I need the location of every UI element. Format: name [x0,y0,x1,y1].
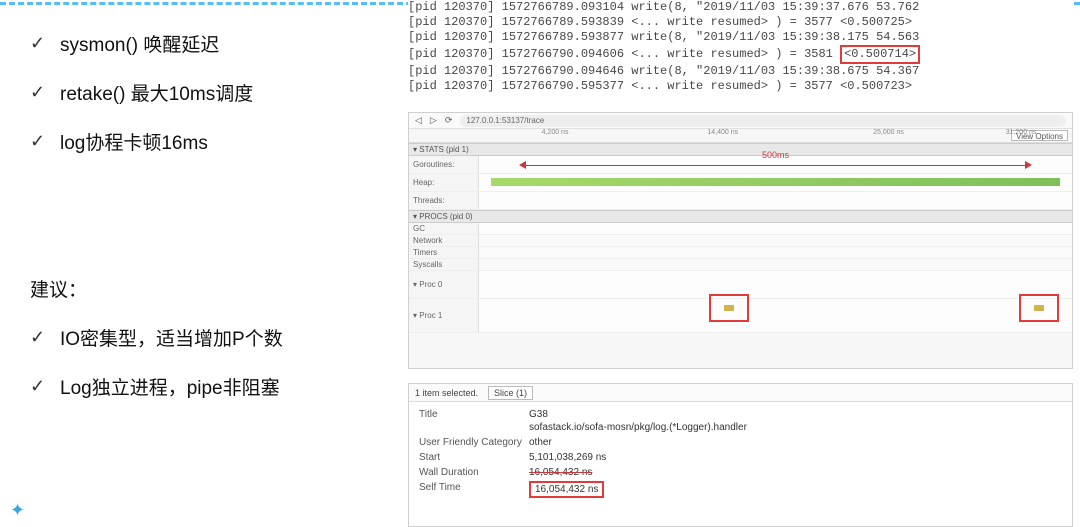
detail-key: Wall Duration [419,466,529,479]
strace-line: [pid 120370] 1572766790.094646 write(8, … [408,64,1073,79]
suggestion-text: Log独立进程，pipe非阻塞 [60,373,280,400]
ruler-tick: 4,200 ns [542,129,569,136]
bullet-item: ✓ sysmon() 唤醒延迟 [30,30,390,57]
check-icon: ✓ [30,33,50,54]
analysis-bullets: ✓ sysmon() 唤醒延迟 ✓ retake() 最大10ms调度 ✓ lo… [30,30,390,155]
trace-row-label: Threads: [409,192,479,209]
detail-value: G38sofastack.io/sofa-mosn/pkg/log.(*Logg… [529,408,747,434]
detail-selected-label: 1 item selected. [415,388,478,398]
suggestion-item: ✓ Log独立进程，pipe非阻塞 [30,373,390,400]
footer-logo-icon: ✦ [10,500,25,521]
strace-output-panel: [pid 120370] 1572766789.093104 write(8, … [408,0,1073,108]
detail-value: 16,054,432 ns [529,481,604,498]
trace-row-goroutines: Goroutines: 500ms [409,156,1072,174]
trace-row-label: Timers [409,247,479,258]
ruler-tick: 31,200 ns [1006,129,1037,136]
strace-highlight-box: <0.500714> [840,45,920,64]
trace-ruler: 4,200 ns 14,400 ns 25,000 ns 31,200 ns V… [409,129,1072,143]
trace-row-proc1: ▾ Proc 1 [409,299,1072,333]
address-bar[interactable]: 127.0.0.1:53137/trace [460,115,1066,127]
trace-detail-panel: 1 item selected. Slice (1) TitleG38sofas… [408,383,1073,527]
detail-key: Self Time [419,481,529,498]
detail-table: TitleG38sofastack.io/sofa-mosn/pkg/log.(… [409,402,1072,506]
detail-key: Start [419,451,529,464]
trace-toolbar: ◁ ▷ ⟳ 127.0.0.1:53137/trace [409,113,1072,129]
duration-arrow: 500ms [519,159,1032,171]
strace-line: [pid 120370] 1572766789.093104 write(8, … [408,0,1073,15]
nav-back-icon[interactable]: ◁ [415,115,422,126]
detail-key: Title [419,408,529,434]
trace-lane[interactable] [479,299,1072,332]
detail-value: 16,054,432 ns [529,466,592,479]
detail-key: User Friendly Category [419,436,529,449]
trace-lane[interactable] [479,192,1072,209]
detail-row: Start5,101,038,269 ns [419,451,1062,464]
strace-line: [pid 120370] 1572766790.094606 <... writ… [408,45,1073,64]
highlight-box-1 [709,294,749,322]
detail-value: other [529,436,552,449]
detail-row: Wall Duration16,054,432 ns [419,466,1062,479]
trace-row-label: Heap: [409,174,479,191]
bullet-text: log协程卡顿16ms [60,128,208,155]
trace-row-gc: GC [409,223,1072,235]
trace-row-syscalls: Syscalls [409,259,1072,271]
detail-header: 1 item selected. Slice (1) [409,384,1072,402]
detail-row: User Friendly Categoryother [419,436,1062,449]
ruler-tick: 14,400 ns [707,129,738,136]
trace-lane[interactable] [479,259,1072,270]
trace-row-threads: Threads: [409,192,1072,210]
strace-line: [pid 120370] 1572766789.593839 <... writ… [408,15,1073,30]
check-icon: ✓ [30,327,50,348]
go-trace-viewer: ◁ ▷ ⟳ 127.0.0.1:53137/trace 4,200 ns 14,… [408,112,1073,369]
bullet-text: retake() 最大10ms调度 [60,79,253,106]
bullet-item: ✓ log协程卡顿16ms [30,128,390,155]
suggestion-text: IO密集型，适当增加P个数 [60,324,283,351]
trace-lane[interactable] [479,223,1072,234]
check-icon: ✓ [30,376,50,397]
duration-arrow-label: 500ms [762,150,789,160]
highlight-box-2 [1019,294,1059,322]
strace-line: [pid 120370] 1572766790.595377 <... writ… [408,79,1073,94]
check-icon: ✓ [30,82,50,103]
bullet-item: ✓ retake() 最大10ms调度 [30,79,390,106]
check-icon: ✓ [30,131,50,152]
trace-row-label: ▾ Proc 0 [409,271,479,298]
ruler-tick: 25,000 ns [873,129,904,136]
detail-value: 5,101,038,269 ns [529,451,606,464]
strace-line: [pid 120370] 1572766789.593877 write(8, … [408,30,1073,45]
suggestion-bullets: ✓ IO密集型，适当增加P个数 ✓ Log独立进程，pipe非阻塞 [30,324,390,400]
trace-row-label: GC [409,223,479,234]
bullet-text: sysmon() 唤醒延迟 [60,30,219,57]
trace-section-stats[interactable]: ▾ STATS (pid 1) [409,143,1072,156]
trace-row-timers: Timers [409,247,1072,259]
trace-row-label: Syscalls [409,259,479,270]
trace-row-label: ▾ Proc 1 [409,299,479,332]
trace-row-heap: Heap: [409,174,1072,192]
trace-section-procs[interactable]: ▾ PROCS (pid 0) [409,210,1072,223]
trace-lane[interactable] [479,247,1072,258]
detail-row: Self Time16,054,432 ns [419,481,1062,498]
trace-lane[interactable] [479,235,1072,246]
detail-row: TitleG38sofastack.io/sofa-mosn/pkg/log.(… [419,408,1062,434]
nav-fwd-icon[interactable]: ▷ [430,115,437,126]
reload-icon[interactable]: ⟳ [445,115,453,126]
trace-row-label: Goroutines: [409,156,479,173]
trace-lane[interactable] [479,174,1072,191]
trace-lane[interactable]: 500ms [479,156,1072,173]
slide-text-column: ✓ sysmon() 唤醒延迟 ✓ retake() 最大10ms调度 ✓ lo… [30,30,390,422]
trace-row-network: Network [409,235,1072,247]
trace-row-label: Network [409,235,479,246]
detail-tab-slice[interactable]: Slice (1) [488,386,533,400]
trace-lane[interactable] [479,271,1072,298]
suggestions-heading: 建议： [30,275,390,302]
suggestion-item: ✓ IO密集型，适当增加P个数 [30,324,390,351]
